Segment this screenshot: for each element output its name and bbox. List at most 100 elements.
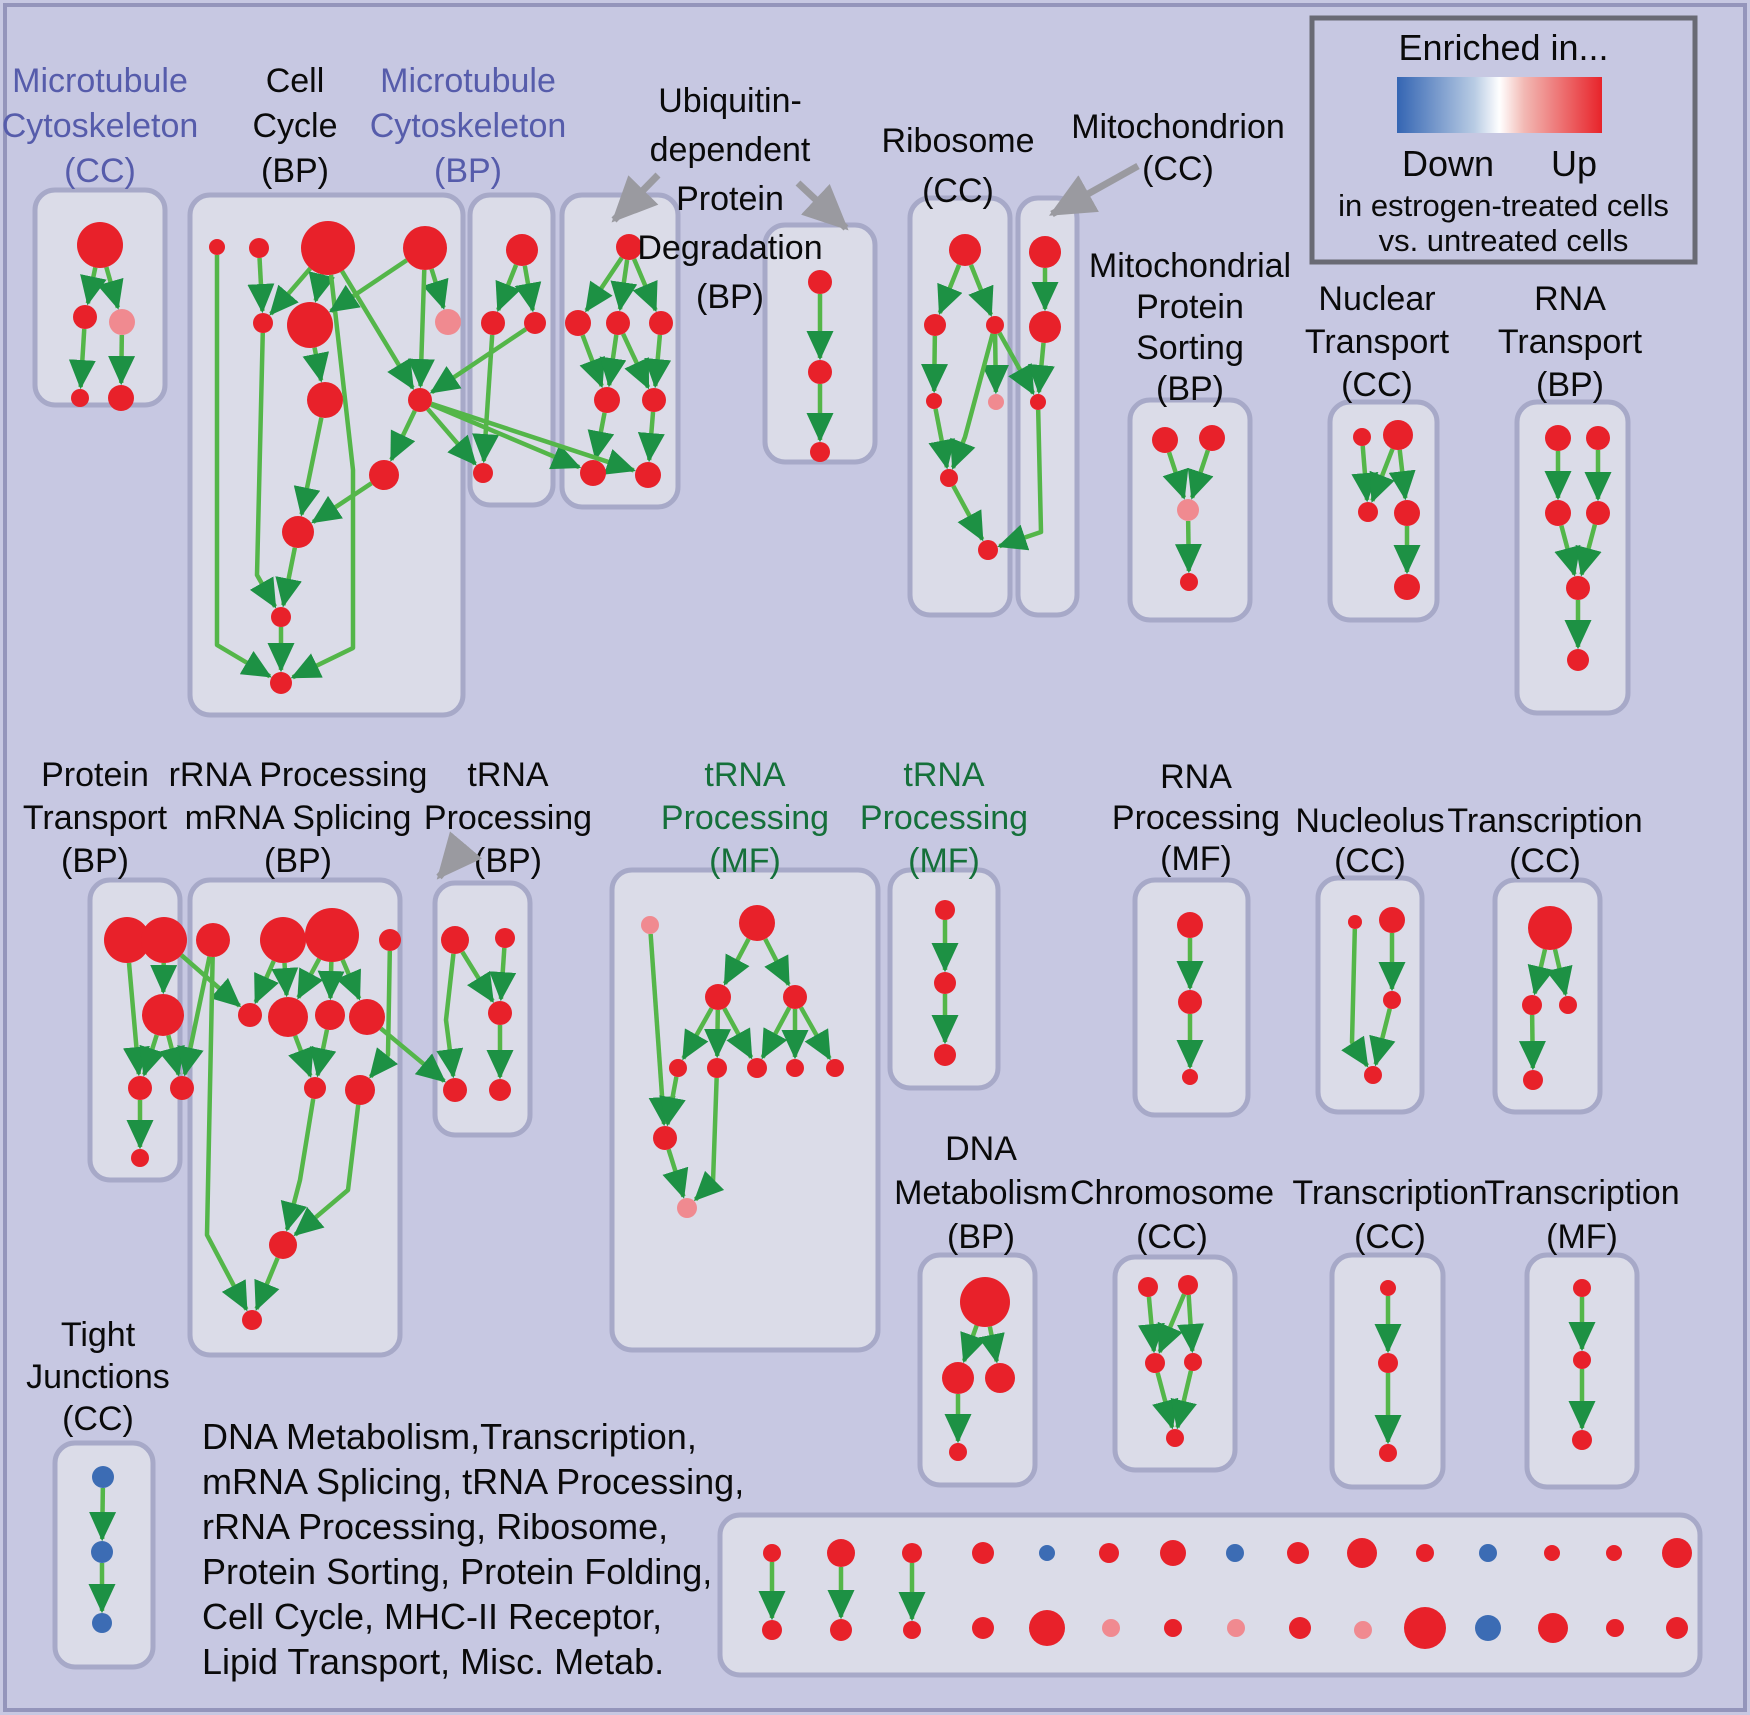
go-term-node-cc-n8 [408, 388, 432, 412]
go-term-node-tmf3-t [1573, 1279, 1591, 1297]
go-term-node-dnam-t [960, 1277, 1010, 1327]
edge-arrow [489, 947, 517, 1002]
go-term-node-dnam-mr [985, 1363, 1015, 1393]
cluster-label-tcc2: Transcription [1292, 1174, 1487, 1212]
edge-arrow [1546, 948, 1573, 997]
go-term-node-cc-n4 [403, 226, 447, 270]
cluster-label-mps: Protein [1136, 288, 1244, 326]
edge-arrow [951, 484, 985, 542]
go-term-node-ubq2-m [808, 360, 832, 384]
go-term-node-rnat-ml [1545, 500, 1571, 526]
edge-arrow [982, 333, 1010, 395]
go-term-node-tcc2-b [1379, 1444, 1397, 1462]
edge-arrow [97, 266, 124, 310]
cluster-label-rnat: Transport [1498, 323, 1643, 361]
misc-cluster-list-line: Lipid Transport, Misc. Metab. [202, 1641, 664, 1682]
cluster-label-ubq: (BP) [696, 278, 764, 316]
labels: Microtubule Cytoskeleton (CC) Cell Cycle (BP)… [2, 62, 1680, 1682]
edge-arrow [204, 956, 249, 1312]
go-term-node-pt-e [170, 1076, 194, 1100]
cluster-label-ubq: Degradation [637, 229, 822, 267]
edge-arrow [122, 962, 150, 1077]
edge-arrow [1527, 948, 1555, 996]
go-term-node-tmf1-ml [705, 984, 731, 1010]
edge-arrow [637, 411, 665, 463]
edge-arrow [968, 264, 994, 317]
edge-arrow [288, 1034, 314, 1078]
go-term-node-rrna-e [238, 1003, 262, 1027]
cluster-label-pt: Transport [23, 799, 168, 837]
go-term-node-rrna-g [315, 1000, 345, 1030]
legend-gradient-bar-icon [1397, 77, 1602, 133]
edge-arrow [317, 961, 345, 1001]
cluster-label-rnat: (BP) [1536, 366, 1604, 404]
cluster-box-tmf1 [609, 867, 881, 1353]
misc-cluster-list-line: mRNA Splicing, tRNA Processing, [202, 1461, 744, 1502]
edge-arrow [693, 1077, 725, 1202]
go-term-node-cc-n6 [287, 302, 333, 348]
go-term-node-rpmf-t [1177, 912, 1203, 938]
edge-arrow [247, 257, 275, 314]
edge-arrow [108, 334, 136, 386]
cluster-label-mps: (BP) [1156, 370, 1224, 408]
go-term-node-rrna-f [268, 997, 308, 1037]
misc-cluster-list-line: Protein Sorting, Protein Folding, [202, 1551, 712, 1592]
go-term-node-nuc-tr [1379, 907, 1405, 933]
edge-arrow [722, 1007, 754, 1060]
go-term-node-mito-t [1029, 236, 1061, 268]
go-term-node-mtcc-pr [109, 309, 135, 335]
go-term-node-mps-pk [1177, 499, 1199, 521]
edge-arrow [254, 1257, 280, 1311]
edge-arrow [407, 269, 435, 389]
legend-up-label: Up [1551, 143, 1597, 184]
edge-arrow [1187, 449, 1214, 500]
edge-arrow [302, 347, 330, 383]
go-term-node-rrna-h [349, 999, 385, 1035]
go-term-node-wide-c12b [1475, 1615, 1501, 1641]
go-term-node-wide-c4b [972, 1617, 994, 1639]
go-term-node-ubq-t [616, 234, 642, 260]
edge-arrow [662, 1148, 689, 1199]
cluster-label-chr: Chromosome [1070, 1174, 1274, 1212]
edge-arrow [249, 332, 277, 609]
go-term-node-rpmf-m [1178, 990, 1202, 1014]
edge-arrow [430, 402, 582, 470]
cluster-label-dnam: DNA [945, 1130, 1017, 1168]
go-term-node-mps-b [1180, 573, 1198, 591]
go-term-nodes [71, 221, 1692, 1649]
edge-arrow [1341, 928, 1369, 1068]
go-term-node-wide-c9b [1289, 1617, 1311, 1639]
cluster-label-nt: Transport [1305, 323, 1450, 361]
go-term-node-wide-c5t [1039, 1545, 1055, 1561]
go-term-node-nt-tl [1353, 428, 1371, 446]
go-term-node-tmf2-b [934, 1044, 956, 1066]
go-term-node-cc-n11 [271, 607, 291, 627]
go-term-node-rib-ml [924, 314, 946, 336]
cluster-label-mtbp: (BP) [434, 152, 502, 190]
cluster-label-mps: Mitochondrial [1089, 247, 1291, 285]
go-term-node-rib-l3 [926, 393, 942, 409]
go-term-node-wide-c2b [830, 1619, 852, 1641]
edge-arrow [798, 1006, 832, 1061]
go-term-node-rrna-i [304, 1077, 326, 1099]
go-term-node-wide-c14t [1606, 1545, 1622, 1561]
edge-arrow [1388, 449, 1416, 501]
edge-arrow [336, 958, 362, 1001]
cluster-label-nt: (CC) [1341, 366, 1413, 404]
go-term-node-tmf1-lo [653, 1126, 677, 1150]
edge-arrow [89, 1487, 117, 1542]
cluster-label-ubq: Ubiquitin- [658, 82, 802, 120]
go-term-node-pt-d [128, 1076, 152, 1100]
go-term-node-tj-m [91, 1541, 113, 1563]
go-term-node-wide-c7b [1164, 1619, 1182, 1637]
go-term-node-rib-t [949, 234, 981, 266]
go-term-node-mtbp-b [473, 463, 493, 483]
go-term-node-mps-l [1152, 427, 1178, 453]
edge-arrow [704, 1009, 732, 1059]
edge-arrow [80, 267, 107, 306]
edge-arrow [308, 271, 335, 303]
edge-arrow [1351, 445, 1379, 503]
cluster-label-pt: (BP) [61, 842, 129, 880]
go-term-node-tcc1-t [1528, 906, 1572, 950]
